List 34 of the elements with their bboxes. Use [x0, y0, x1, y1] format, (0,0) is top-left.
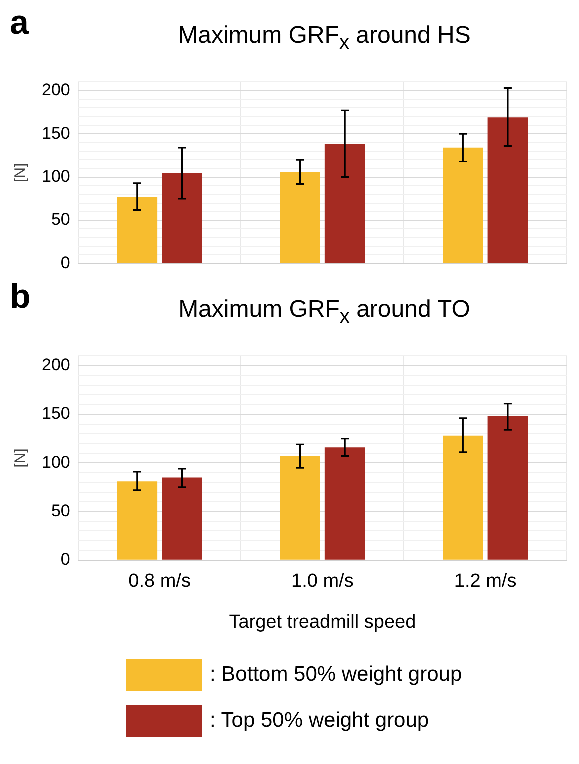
y-tick-label: 150: [42, 124, 70, 143]
y-tick-label: 50: [51, 210, 70, 230]
bar: [117, 482, 158, 560]
bar: [117, 197, 158, 264]
bar: [162, 478, 202, 560]
text: a: [10, 4, 29, 43]
y-axis-title: [N]: [12, 163, 30, 183]
y-tick-label: 0: [60, 253, 70, 272]
y-tick-label: 100: [42, 167, 70, 186]
chart-title: Maximum GRF$_{x}$ around TO: [178, 296, 472, 329]
y-axis-title: [N]: [12, 448, 30, 468]
x-tick-label: 1.0 m/s: [292, 571, 354, 592]
y-tick-label: 50: [51, 501, 70, 520]
bar: [443, 148, 484, 264]
x-tick-label: 0.8 m/s: [128, 571, 191, 592]
bar: [324, 144, 366, 264]
bar: [280, 172, 320, 264]
y-tick-label: 0: [60, 550, 70, 570]
bar: [443, 436, 484, 560]
legend-label: : Top 50% weight group: [210, 709, 430, 733]
bar: [324, 448, 366, 560]
x-axis-title: Target treadmill speed: [229, 612, 416, 633]
legend-label: : Bottom 50% weight group: [210, 663, 462, 687]
x-tick-label: 1.2 m/s: [454, 571, 517, 592]
text: b: [10, 278, 31, 317]
y-tick-label: 200: [42, 356, 70, 375]
bar: [280, 456, 320, 560]
y-tick-label: 150: [42, 404, 70, 424]
y-tick-label: 100: [42, 452, 70, 472]
y-tick-label: 200: [42, 80, 70, 100]
chart-title: Maximum GRF$_{x}$ around HS: [177, 22, 472, 55]
bar: [162, 173, 202, 264]
bar: [488, 416, 528, 560]
bar: [488, 118, 528, 264]
